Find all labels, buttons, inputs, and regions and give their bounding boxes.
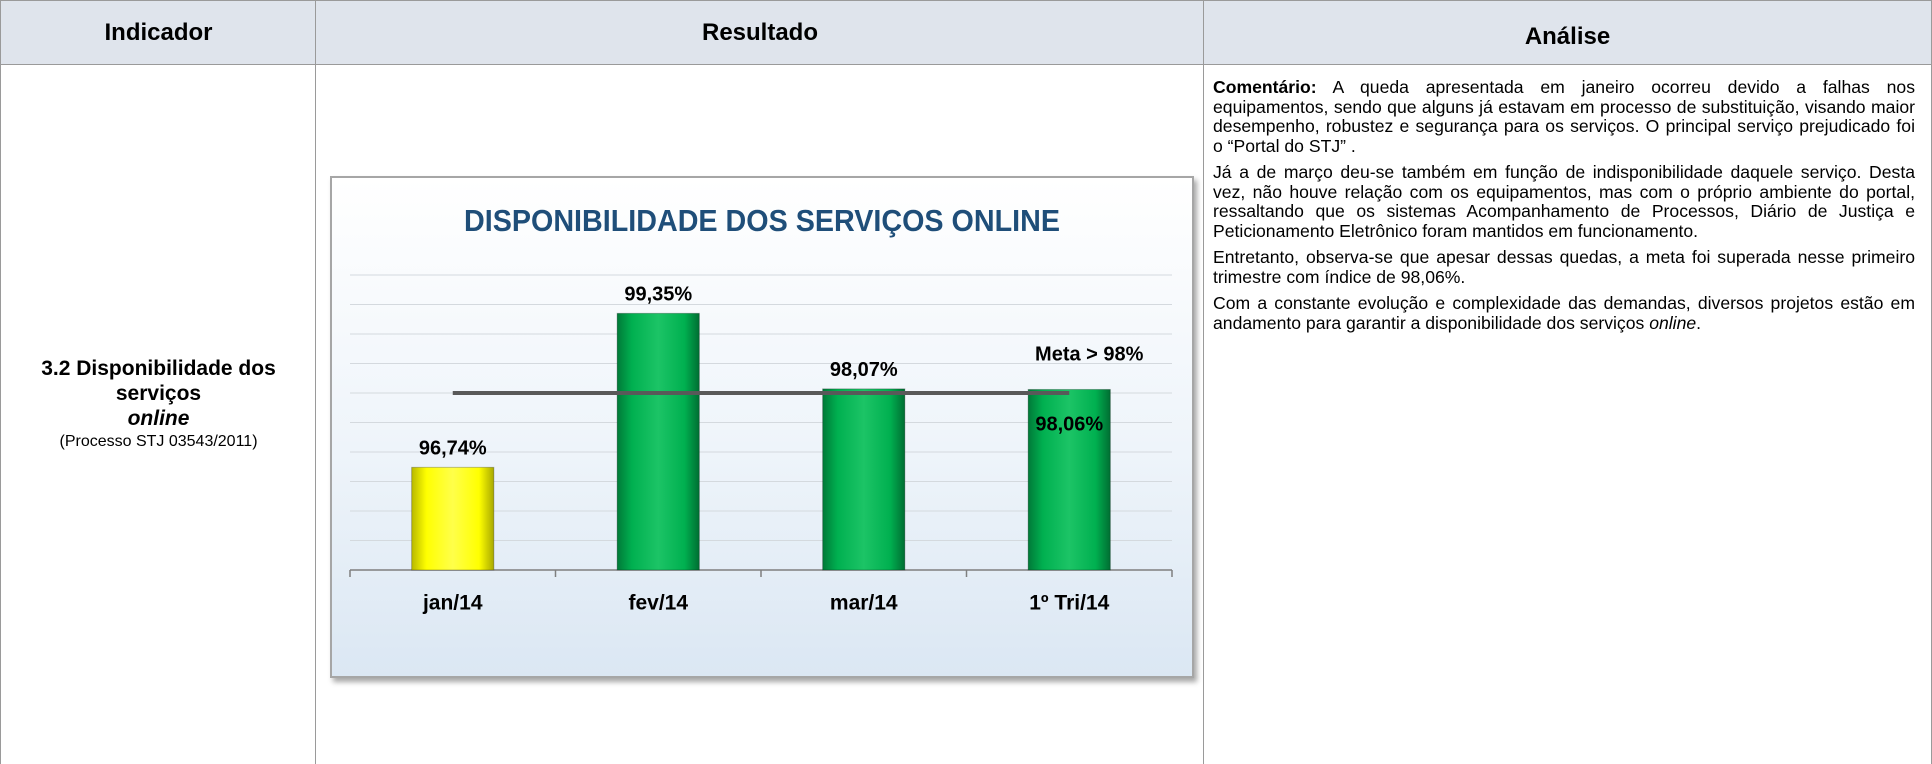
chart: DISPONIBILIDADE DOS SERVIÇOS ONLINE jan/… — [349, 203, 1173, 615]
chart-frame: DISPONIBILIDADE DOS SERVIÇOS ONLINE jan/… — [330, 176, 1194, 678]
bar — [616, 312, 700, 571]
header-analysis: Análise — [1203, 0, 1932, 65]
analysis-cell: Comentário: A queda apresentada em janei… — [1203, 64, 1932, 764]
bar — [411, 466, 495, 571]
paragraph-text: Com a constante evolução e complexidade … — [1213, 293, 1915, 333]
result-cell — [315, 64, 1204, 764]
analysis-paragraph: Entretanto, observa-se que apesar dessas… — [1213, 247, 1915, 287]
paragraph-text: Entretanto, observa-se que apesar dessas… — [1213, 247, 1915, 287]
chart-title: DISPONIBILIDADE DOS SERVIÇOS ONLINE — [464, 203, 1060, 238]
indicator-cell: 3.2 Disponibilidade dos serviços online … — [0, 64, 316, 764]
indicator: 3.2 Disponibilidade dos serviços online … — [1, 356, 316, 451]
analysis-paragraph: Já a de março deu-se também em função de… — [1213, 162, 1915, 241]
paragraph-emph: online — [1649, 312, 1697, 333]
x-tick-label: jan/14 — [422, 592, 483, 615]
data-label: 98,06% — [1035, 414, 1103, 436]
data-label: 99,35% — [624, 284, 692, 306]
analysis-paragraph: Comentário: A queda apresentada em janei… — [1213, 77, 1915, 156]
analysis: Comentário: A queda apresentada em janei… — [1213, 77, 1915, 340]
header-result: Resultado — [315, 0, 1204, 65]
data-label: 96,74% — [419, 438, 487, 460]
data-label: 98,07% — [830, 359, 898, 381]
bar — [1027, 388, 1111, 571]
paragraph-text: Já a de março deu-se também em função de… — [1213, 162, 1915, 241]
x-tick-label: 1º Tri/14 — [1029, 592, 1109, 615]
indicator-title: 3.2 Disponibilidade dos serviços online — [1, 356, 316, 431]
indicator-process: (Processo STJ 03543/2011) — [59, 433, 258, 450]
analysis-paragraph: Com a constante evolução e complexidade … — [1213, 293, 1915, 333]
target-label: Meta > 98% — [1035, 343, 1144, 365]
bar — [822, 388, 906, 571]
header-indicator: Indicador — [0, 0, 316, 65]
paragraph-tail: . — [1696, 312, 1702, 333]
paragraph-text: A queda apresentada em janeiro ocorreu d… — [1213, 77, 1915, 156]
paragraph-label: Comentário: — [1213, 77, 1317, 97]
indicator-text: 3.2 Disponibilidade dos serviços — [41, 357, 276, 405]
indicator-emph: online — [127, 407, 190, 430]
x-tick-label: mar/14 — [830, 592, 898, 615]
x-tick-label: fev/14 — [628, 592, 688, 615]
